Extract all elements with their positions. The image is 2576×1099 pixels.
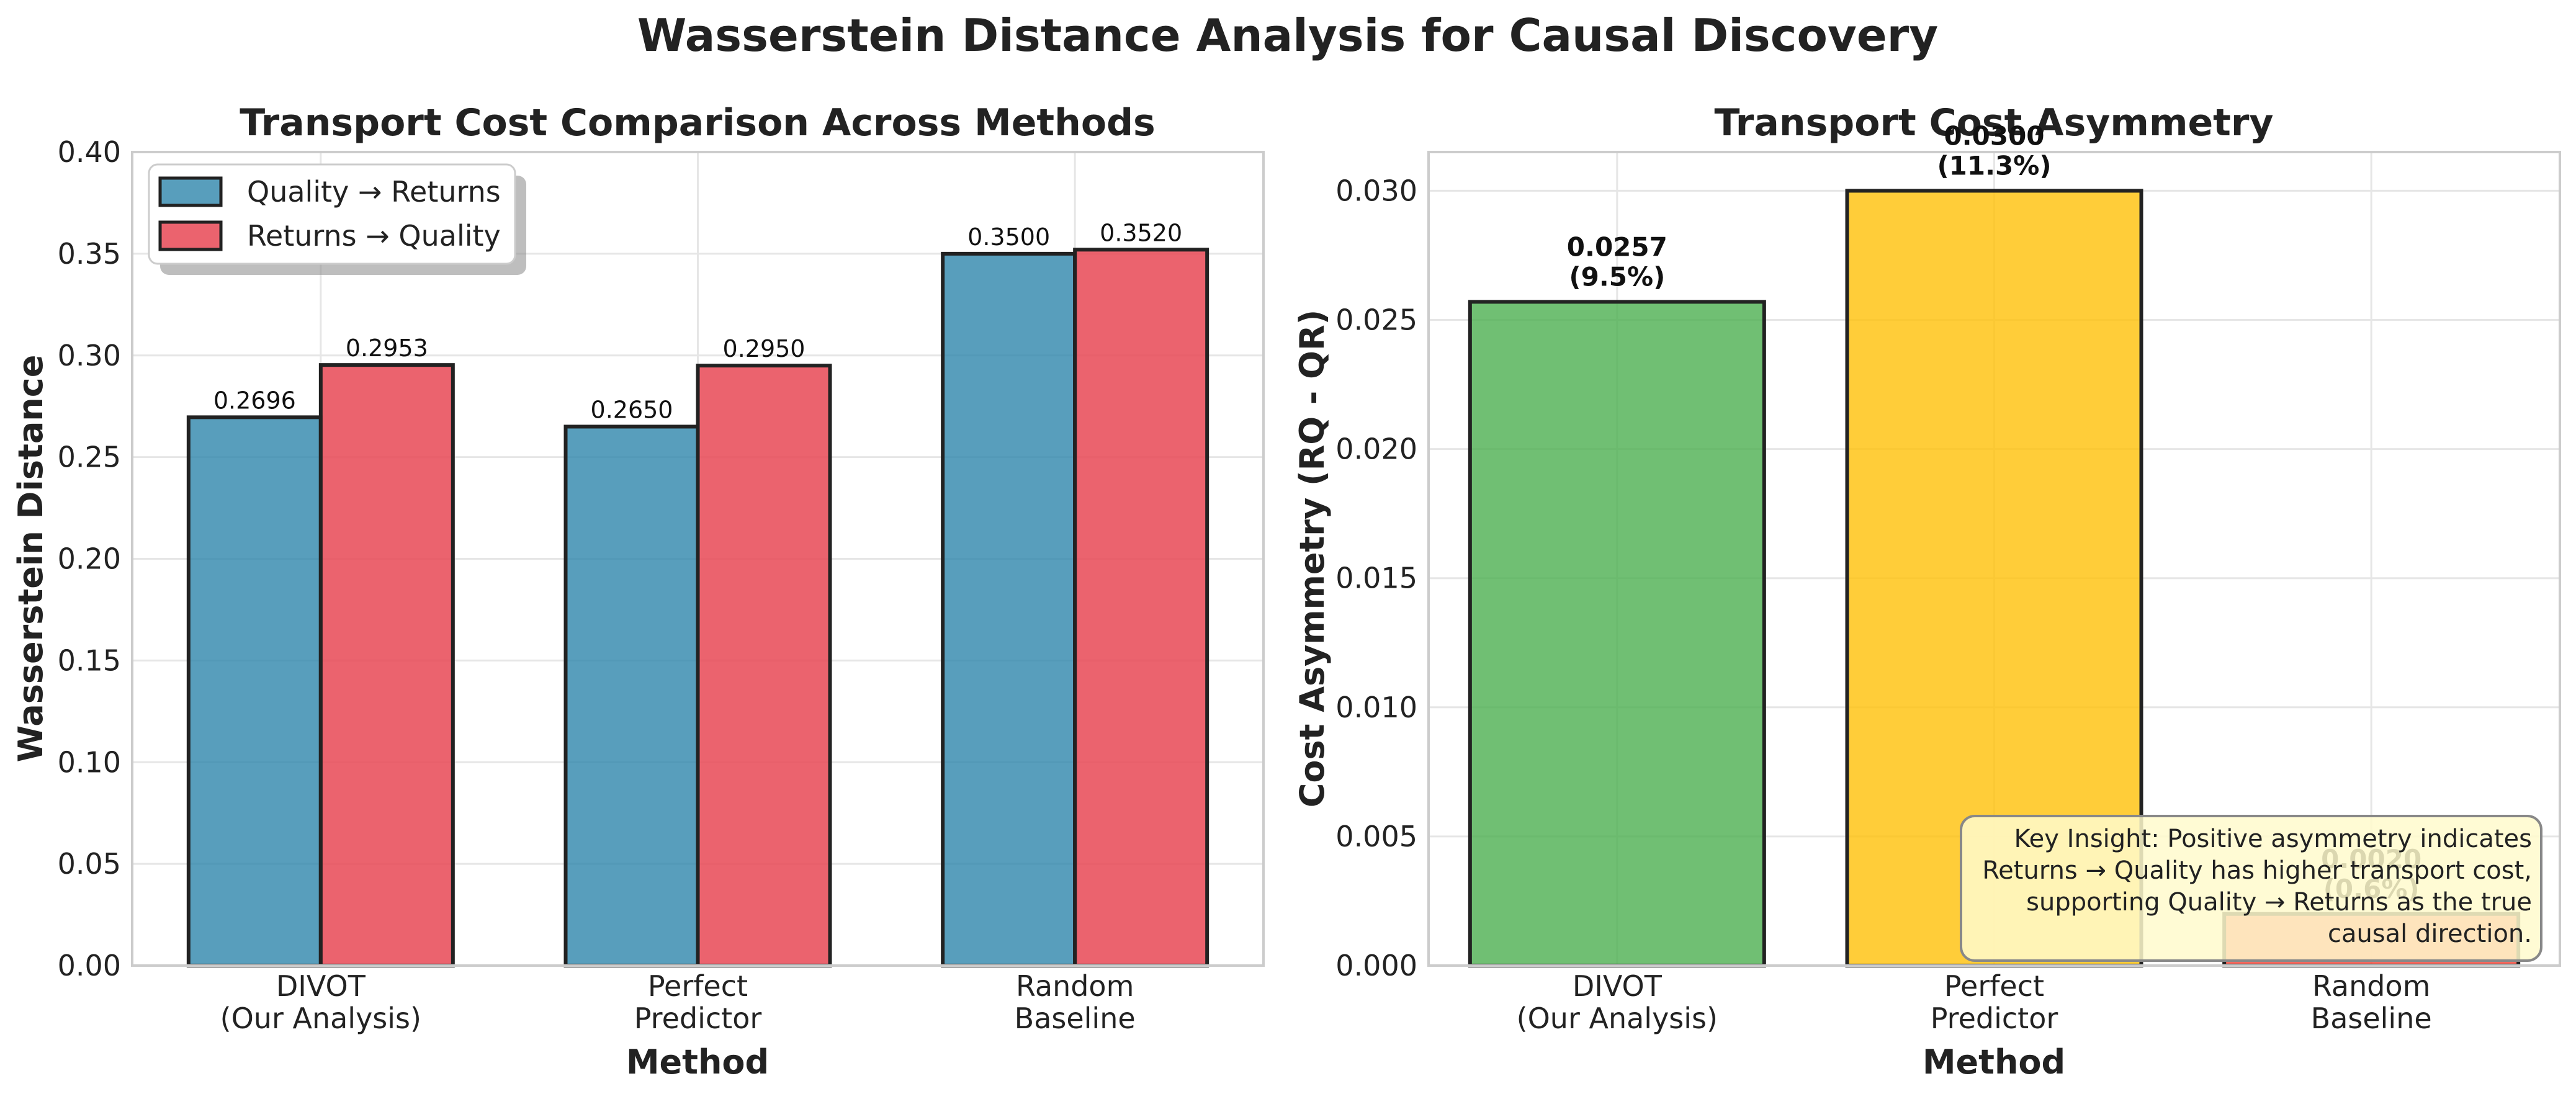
annotation-line-4: causal direction. — [2328, 920, 2532, 948]
right-y-tick-label: 0.030 — [1335, 174, 1417, 207]
left-bar-value-label: 0.2650 — [591, 396, 673, 423]
annotation-line-1: Key Insight: Positive asymmetry indicate… — [2014, 825, 2532, 853]
annotation-line-3: supporting Quality → Returns as the true — [2026, 888, 2532, 917]
left-bar-value-label: 0.3500 — [967, 223, 1050, 251]
legend-box — [148, 163, 516, 265]
left-x-tick-label: Perfect — [648, 969, 748, 1003]
left-x-tick-label: Random — [1016, 969, 1134, 1003]
left-bar-returns-quality — [1073, 248, 1209, 968]
right-x-tick-label: DIVOT — [1573, 969, 1663, 1003]
left-y-tick-label: 0.40 — [58, 135, 121, 169]
legend-label-returns-quality: Returns → Quality — [247, 219, 501, 253]
legend-swatch-quality-returns — [158, 176, 223, 207]
left-y-tick-label: 0.10 — [58, 745, 121, 779]
left-y-axis-label: Wasserstein Distance — [11, 355, 50, 763]
left-bar-returns-quality — [696, 364, 832, 967]
left-y-tick-label: 0.35 — [58, 237, 121, 271]
right-y-tick-label: 0.005 — [1335, 820, 1417, 853]
key-insight-annotation: Key Insight: Positive asymmetry indicate… — [1960, 815, 2542, 962]
right-bar-value-label: (11.3%) — [1937, 150, 2051, 181]
left-y-tick-label: 0.15 — [58, 644, 121, 677]
left-bar-labels: 0.2696 0.2650 0.3500 0.2953 0.2950 0.3520 — [213, 219, 1182, 423]
left-y-tick-label: 0.25 — [58, 441, 121, 474]
left-chart-title: Transport Cost Comparison Across Methods — [240, 101, 1155, 145]
legend: Quality → Returns Returns → Quality — [148, 163, 526, 275]
left-x-tick-label: Baseline — [1015, 1002, 1136, 1035]
right-y-ticks: 0.000 0.005 0.010 0.015 0.020 0.025 0.030 — [1335, 174, 1417, 982]
left-y-ticks: 0.00 0.05 0.10 0.15 0.20 0.25 0.30 0.35 0.40 — [58, 135, 121, 982]
right-y-tick-label: 0.010 — [1335, 691, 1417, 724]
left-chart-panel: Transport Cost Comparison Across Methods… — [11, 101, 1265, 1082]
left-bars — [186, 248, 1209, 968]
left-bar-value-label: 0.2950 — [723, 335, 806, 362]
left-bar-quality-returns — [563, 424, 700, 967]
left-x-tick-label: DIVOT — [276, 969, 366, 1003]
left-bar-value-label: 0.2953 — [346, 334, 428, 362]
right-y-tick-label: 0.025 — [1335, 303, 1417, 337]
left-bar-returns-quality — [318, 363, 455, 967]
right-chart-panel: Transport Cost Asymmetry 0.000 0.005 0.010… — [1293, 101, 2561, 1082]
right-y-tick-label: 0.015 — [1335, 562, 1417, 595]
left-bar-quality-returns — [186, 415, 323, 967]
right-chart-title: Transport Cost Asymmetry — [1714, 101, 2273, 145]
right-x-tick-label: Perfect — [1944, 969, 2044, 1003]
right-bar-value-label: (9.5%) — [1569, 261, 1665, 292]
right-y-tick-label: 0.000 — [1335, 949, 1417, 982]
left-bar-quality-returns — [941, 251, 1077, 967]
right-x-axis-label: Method — [1923, 1043, 2065, 1082]
left-y-tick-label: 0.20 — [58, 542, 121, 576]
legend-label-quality-returns: Quality → Returns — [247, 175, 501, 209]
left-bar-value-label: 0.2696 — [213, 387, 296, 414]
left-x-tick-label: Predictor — [634, 1002, 762, 1035]
annotation-line-2: Returns → Quality has higher transport c… — [1982, 856, 2532, 885]
annotation-box — [1960, 815, 2542, 962]
right-x-tick-label: Random — [2312, 969, 2430, 1003]
right-bar-value-label: 0.0300 — [1944, 120, 2044, 151]
right-y-tick-label: 0.020 — [1335, 433, 1417, 466]
right-bar — [1468, 300, 1766, 967]
right-bar-value-label: 0.0257 — [1567, 231, 1667, 262]
left-y-tick-label: 0.05 — [58, 847, 121, 881]
right-x-tick-label: Baseline — [2311, 1002, 2432, 1035]
legend-swatch-returns-quality — [158, 220, 223, 251]
left-bar-value-label: 0.3520 — [1100, 219, 1182, 246]
left-x-tick-label: (Our Analysis) — [220, 1002, 421, 1035]
figure-title: Wasserstein Distance Analysis for Causal… — [637, 9, 1938, 61]
right-x-tick-label: (Our Analysis) — [1517, 1002, 1718, 1035]
right-x-tick-label: Predictor — [1931, 1002, 2058, 1035]
left-plot-frame — [131, 151, 1265, 967]
left-y-tick-label: 0.00 — [58, 949, 121, 982]
right-y-axis-label: Cost Asymmetry (RQ - QR) — [1293, 310, 1332, 808]
left-y-tick-label: 0.30 — [58, 339, 121, 372]
right-plot-frame — [1427, 151, 2561, 967]
left-x-axis-label: Method — [626, 1043, 769, 1082]
